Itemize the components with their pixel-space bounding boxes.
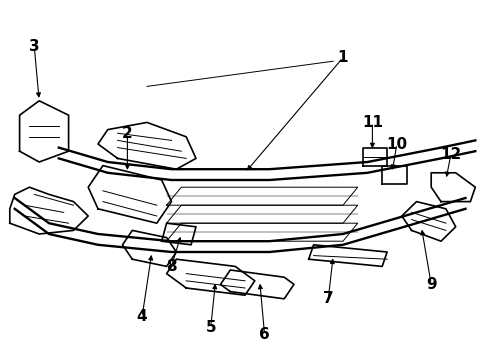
Text: 2: 2 — [122, 126, 133, 141]
Text: 1: 1 — [338, 50, 348, 65]
Text: 7: 7 — [323, 291, 334, 306]
Text: 12: 12 — [440, 147, 462, 162]
Text: 9: 9 — [426, 277, 437, 292]
Text: 6: 6 — [259, 327, 270, 342]
Text: 3: 3 — [29, 39, 40, 54]
Text: 10: 10 — [386, 136, 408, 152]
Text: 5: 5 — [205, 320, 216, 335]
Text: 4: 4 — [137, 309, 147, 324]
Text: 8: 8 — [166, 259, 177, 274]
Text: 11: 11 — [362, 115, 383, 130]
